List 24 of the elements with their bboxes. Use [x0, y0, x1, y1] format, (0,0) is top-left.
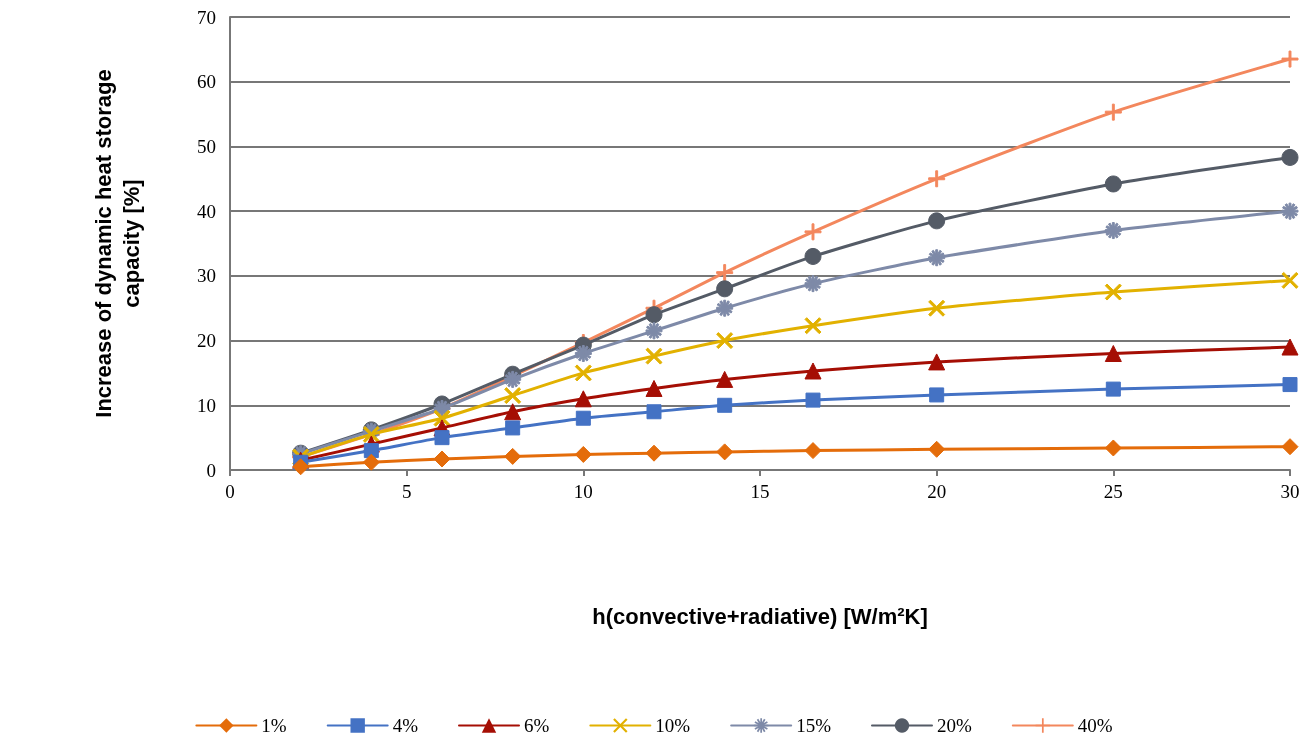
x-axis-title: h(convective+radiative) [W/m²K] — [592, 603, 928, 629]
x-tick-label: 10 — [573, 481, 593, 502]
y-tick-label: 0 — [206, 459, 216, 481]
x-tick-label: 0 — [225, 481, 235, 502]
legend-label: 15% — [796, 715, 832, 736]
y-tick-label: 70 — [197, 6, 216, 28]
y-tick-label: 60 — [197, 71, 216, 93]
legend-label: 20% — [936, 715, 972, 736]
x-tick-label: 5 — [401, 481, 412, 502]
legend-label: 6% — [524, 715, 550, 736]
x-tick-label: 20 — [927, 481, 947, 502]
legend-label: 40% — [1077, 715, 1113, 736]
y-axis-title: Increase of dynamic heat storage capacity [%] — [90, 69, 144, 418]
x-tick-label: 30 — [1280, 481, 1300, 502]
legend-label: 1% — [261, 715, 287, 736]
y-tick-label: 20 — [197, 330, 216, 352]
x-tick-label: 15 — [750, 481, 770, 502]
y-tick-label: 30 — [197, 265, 216, 287]
x-tick-label: 25 — [1103, 481, 1123, 502]
y-tick-label: 50 — [197, 135, 216, 157]
legend-label: 10% — [655, 715, 691, 736]
legend-label: 4% — [392, 715, 419, 736]
y-tick-label: 40 — [197, 200, 216, 222]
y-tick-label: 10 — [197, 394, 216, 416]
